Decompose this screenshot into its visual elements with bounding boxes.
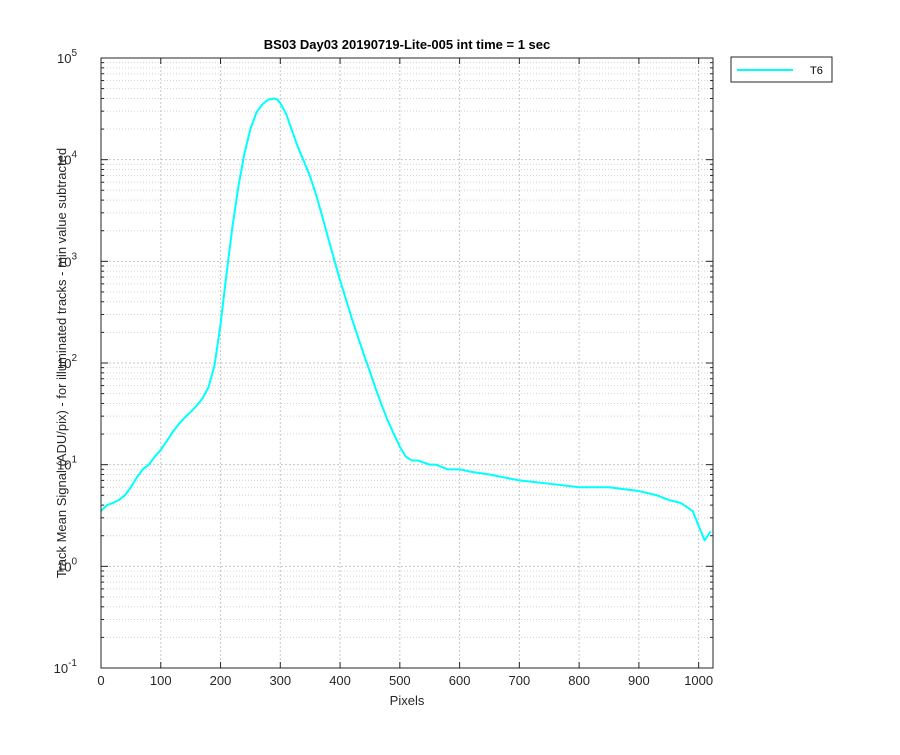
x-tick-label: 0 (97, 673, 104, 688)
y-tick-label: 10-1 (54, 658, 78, 676)
y-tick-base: 10 (57, 356, 71, 371)
y-tick-label: 102 (57, 353, 77, 371)
x-axis-label: Pixels (390, 693, 425, 708)
major-grid (101, 58, 713, 668)
y-tick-label: 100 (57, 556, 77, 574)
x-tick-labels: 0 100 200 300 400 500 600 700 800 900 1000 (97, 673, 713, 688)
x-tick-label: 300 (269, 673, 291, 688)
x-tick-label: 400 (329, 673, 351, 688)
y-tick-base: 10 (54, 661, 68, 676)
x-tick-label: 700 (509, 673, 531, 688)
x-tick-label: 100 (150, 673, 172, 688)
legend-label-t6: T6 (810, 65, 823, 77)
y-tick-exponent: 1 (71, 455, 77, 466)
y-tick-base: 10 (57, 559, 71, 574)
y-tick-label: 103 (57, 251, 77, 269)
minor-grid (101, 62, 713, 638)
y-tick-base: 10 (57, 458, 71, 473)
x-tick-label: 500 (389, 673, 411, 688)
chart-title: BS03 Day03 20190719-Lite-005 int time = … (264, 37, 551, 52)
y-tick-base: 10 (57, 254, 71, 269)
x-tick-label: 600 (449, 673, 471, 688)
legend[interactable]: T6 (730, 56, 833, 83)
series-line-t6 (101, 97, 712, 542)
series-layer (101, 97, 712, 542)
y-tick-label: 101 (57, 455, 77, 473)
tick-marks (100, 57, 713, 669)
y-tick-exponent: -1 (68, 658, 77, 669)
y-tick-exponent: 2 (71, 353, 77, 364)
y-tick-exponent: 3 (71, 251, 77, 262)
y-tick-exponent: 5 (71, 48, 77, 59)
y-tick-exponent: 0 (71, 556, 77, 567)
y-tick-base: 10 (57, 153, 71, 168)
y-tick-base: 10 (57, 51, 71, 66)
y-tick-label: 104 (57, 150, 77, 168)
x-tick-label: 1000 (684, 673, 713, 688)
y-axis-label: Track Mean Signal (ADU/pix) - for illumi… (54, 148, 69, 578)
x-tick-label: 200 (210, 673, 232, 688)
x-tick-label: 800 (568, 673, 590, 688)
y-tick-label: 105 (57, 48, 77, 66)
x-tick-label: 900 (628, 673, 650, 688)
y-tick-exponent: 4 (71, 150, 77, 161)
